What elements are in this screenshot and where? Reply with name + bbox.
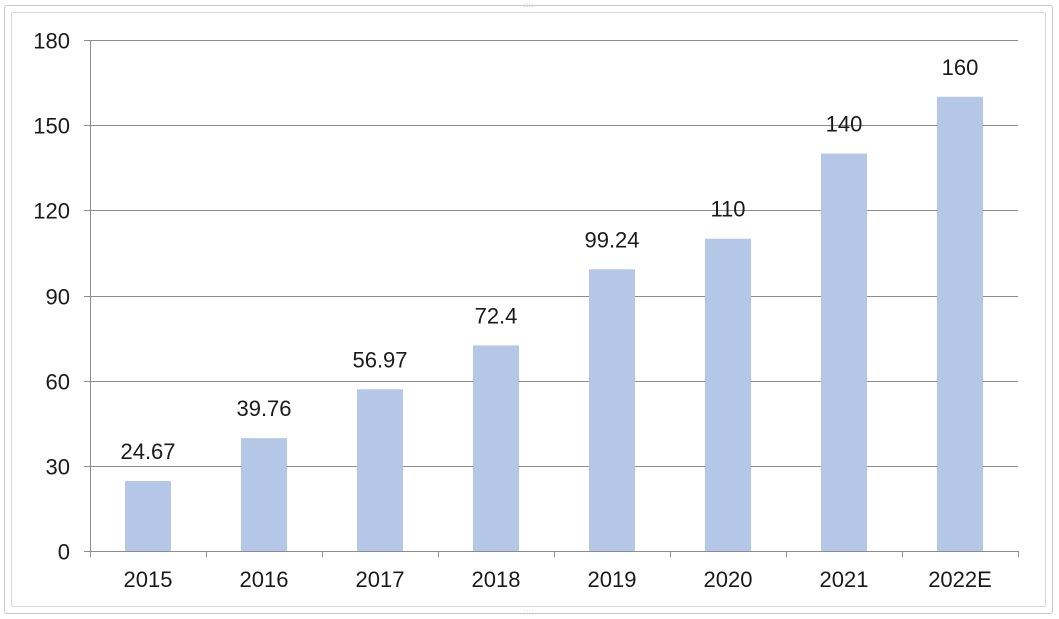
x-tick-label: 2019	[588, 567, 637, 592]
bar-2020	[705, 238, 751, 551]
data-label: 56.97	[352, 347, 407, 372]
data-label: 110	[710, 197, 745, 222]
y-tick-label: 0	[58, 540, 70, 565]
bars	[125, 96, 983, 552]
x-tick-label: 2016	[240, 567, 289, 592]
bar-2022e	[937, 96, 983, 552]
x-tick-label: 2020	[704, 567, 753, 592]
x-tick-label: 2017	[356, 567, 405, 592]
data-label: 99.24	[584, 227, 639, 252]
axes	[84, 40, 1019, 557]
x-axis-tick-labels: 2015 2016 2017 2018 2019 2020 2021 2022E	[124, 567, 992, 592]
x-tick-label: 2021	[820, 567, 869, 592]
x-tick-label: 2015	[124, 567, 173, 592]
chart-area-border	[11, 12, 1046, 607]
data-label: 24.67	[120, 439, 175, 464]
x-tick-label: 2018	[472, 567, 521, 592]
bar-2019	[589, 269, 635, 551]
data-labels: 24.67 39.76 56.97 72.4 99.24 110 140 160	[120, 55, 978, 464]
top-resize-handle[interactable]: ::::	[523, 3, 535, 9]
data-label: 39.76	[236, 396, 291, 421]
bar-2015	[125, 480, 171, 551]
bar-2016	[241, 438, 287, 551]
y-tick-label: 180	[33, 29, 70, 54]
bar-2017	[357, 389, 403, 551]
y-tick-label: 150	[33, 114, 70, 139]
data-label: 72.4	[475, 303, 518, 328]
data-label: 140	[826, 112, 863, 137]
gridlines	[90, 40, 1018, 467]
y-tick-label: 90	[46, 285, 70, 310]
bottom-resize-handle[interactable]: ::::	[523, 610, 535, 616]
chart-frame	[4, 5, 1053, 614]
x-tick-label: 2022E	[928, 567, 992, 592]
bar-2021	[821, 153, 867, 552]
bar-2018	[473, 345, 519, 551]
y-tick-label: 30	[46, 455, 70, 480]
y-tick-label: 120	[33, 199, 70, 224]
y-axis-tick-labels: 0 30 60 90 120 150 180	[33, 29, 70, 565]
y-tick-label: 60	[46, 370, 70, 395]
data-label: 160	[942, 55, 979, 80]
